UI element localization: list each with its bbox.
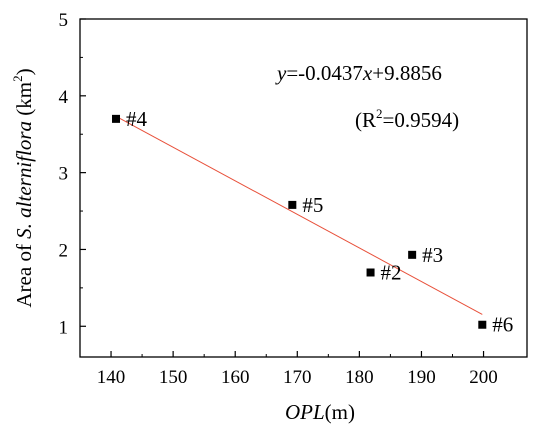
- data-point-label-4: #4: [126, 107, 148, 131]
- equation-y-var: y: [275, 61, 287, 85]
- r2-sup: 2: [376, 106, 383, 121]
- fit-line-layer: [115, 115, 483, 315]
- data-point-6: [478, 320, 487, 329]
- y-axis-label-unit-pre: (km: [12, 82, 36, 121]
- x-tick-label-170: 170: [283, 367, 312, 388]
- y-axis-label-species: S. alterniflora: [12, 121, 36, 239]
- x-tick-label-150: 150: [159, 367, 188, 388]
- r2-close: =0.9594): [383, 108, 460, 132]
- x-tick-label-160: 160: [221, 367, 250, 388]
- data-points-layer: #4 #5 #3 #2 #6: [112, 107, 513, 337]
- x-axis-label: OPL(m): [285, 400, 355, 424]
- x-axis-ticks: 140 150 160 170 180 190 200: [97, 351, 498, 388]
- data-point-5: [288, 200, 297, 209]
- data-point-2: [366, 268, 375, 277]
- data-point-label-6: #6: [492, 313, 513, 337]
- equation-middle: =-0.0437: [286, 61, 363, 85]
- data-point-label-5: #5: [302, 193, 323, 217]
- x-axis-label-var: OPL: [285, 400, 325, 424]
- regression-fit-line: [115, 115, 483, 315]
- y-tick-label-4: 4: [59, 87, 69, 108]
- y-axis-ticks: 1 2 3 4 5: [59, 10, 86, 338]
- x-tick-label-180: 180: [345, 367, 374, 388]
- data-point-4: [112, 114, 121, 123]
- x-axis-label-unit: (m): [325, 400, 355, 424]
- plot-frame: [79, 18, 528, 358]
- y-tick-label-1: 1: [59, 317, 69, 338]
- y-axis-label-unit-sup: 2: [10, 75, 25, 82]
- r-squared-annotation: (R2=0.9594): [355, 106, 459, 132]
- y-axis-label-unit-post: ): [12, 68, 36, 75]
- x-tick-label-140: 140: [97, 367, 126, 388]
- data-point-3: [408, 250, 417, 259]
- data-point-label-3: #3: [422, 243, 443, 267]
- y-axis-label-prefix: Area of: [12, 239, 36, 308]
- x-tick-label-190: 190: [407, 367, 436, 388]
- y-tick-label-3: 3: [59, 164, 69, 185]
- equation-x-var: x: [362, 61, 373, 85]
- y-tick-label-2: 2: [59, 240, 69, 261]
- y-axis-label: Area of S. alterniflora (km2): [10, 68, 36, 307]
- data-point-label-2: #2: [381, 261, 402, 285]
- equation-tail: +9.8856: [372, 61, 442, 85]
- y-tick-label-5: 5: [59, 10, 69, 31]
- x-tick-label-200: 200: [469, 367, 498, 388]
- regression-equation: y=-0.0437x+9.8856: [275, 61, 442, 85]
- r2-open: (R: [355, 108, 376, 132]
